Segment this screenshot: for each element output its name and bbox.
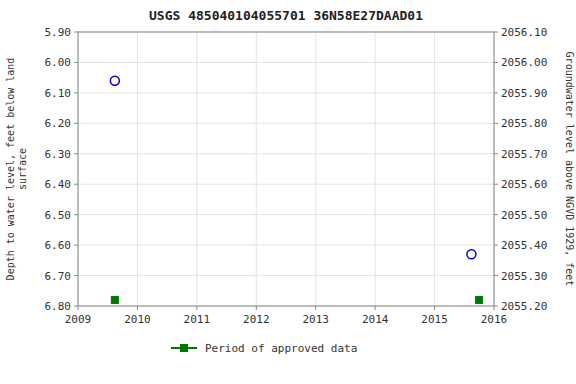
y2-tick — [494, 275, 498, 276]
y-tick-label: 6.50 — [45, 209, 72, 222]
x-tick-label: 2009 — [65, 313, 92, 326]
y-tick — [74, 245, 78, 246]
y2-tick-label: 2055.60 — [501, 178, 547, 191]
chart: 2009 2010 2011 2012 2013 2014 2015 2016 5.90 6.00… — [0, 0, 576, 384]
y-tick — [74, 32, 78, 33]
y-axis-label: Depth to water level, feet below landsur… — [5, 58, 28, 281]
x-tick — [375, 306, 376, 310]
x-tick — [434, 306, 435, 310]
y2-tick-label: 2056.10 — [501, 26, 547, 39]
grid-line-y — [78, 92, 494, 93]
x-tick — [494, 306, 495, 310]
grid-line-y — [78, 245, 494, 246]
grid-line-y — [78, 275, 494, 276]
title: USGS 485040104055701 36N58E27DAAD01 — [149, 8, 423, 23]
y-tick-label: 5.90 — [45, 26, 72, 39]
y2-tick — [494, 245, 498, 246]
x-tick-label: 2014 — [362, 313, 389, 326]
y-tick-label: 6.10 — [45, 87, 72, 100]
y-axis: 5.90 6.00 6.10 6.20 6.30 6.40 6.50 6.60 6.70 6.80 — [45, 26, 79, 313]
x-tick — [78, 306, 79, 310]
grid-line-x — [434, 32, 435, 306]
y-tick-label: 6.00 — [45, 56, 72, 69]
grid-line-y — [78, 214, 494, 215]
y2-tick — [494, 32, 498, 33]
y-tick-label: 6.40 — [45, 178, 72, 191]
grid-line-x — [137, 32, 138, 306]
x-axis: 2009 2010 2011 2012 2013 2014 2015 2016 — [65, 306, 508, 326]
y-tick-label: 6.20 — [45, 117, 72, 130]
y-tick — [74, 214, 78, 215]
plot-frame — [78, 32, 494, 306]
x-tick — [137, 306, 138, 310]
y-tick — [74, 275, 78, 276]
grid-line-y — [78, 123, 494, 124]
y2-tick-label: 2055.90 — [501, 87, 547, 100]
y2-tick — [494, 153, 498, 154]
y2-tick — [494, 92, 498, 93]
x-tick-label: 2016 — [481, 313, 508, 326]
y-tick — [74, 62, 78, 63]
y-tick-label: 6.60 — [45, 239, 72, 252]
series — [110, 76, 476, 259]
y-tick-label: 6.70 — [45, 270, 72, 283]
y2-tick — [494, 214, 498, 215]
legend-label: Period of approved data — [205, 342, 357, 355]
y-tick — [74, 184, 78, 185]
x-tick-label: 2012 — [243, 313, 270, 326]
y-tick — [74, 123, 78, 124]
point — [476, 296, 483, 303]
y2-tick — [494, 123, 498, 124]
legend: Period of approved data — [171, 342, 357, 355]
y-axis-label-line: Depth to water level, feet below land — [5, 58, 16, 281]
y-tick — [74, 306, 78, 307]
y-axis-label-line: surface — [17, 148, 28, 190]
marks — [110, 76, 482, 303]
y2-tick — [494, 306, 498, 307]
y2-tick-label: 2055.40 — [501, 239, 547, 252]
x-tick-label: 2013 — [302, 313, 329, 326]
x-tick — [256, 306, 257, 310]
y2-tick-label: 2055.30 — [501, 270, 547, 283]
y2-tick-label: 2055.20 — [501, 300, 547, 313]
y-tick — [74, 92, 78, 93]
y-tick-label: 6.80 — [45, 300, 72, 313]
y2-tick — [494, 184, 498, 185]
y2-tick — [494, 62, 498, 63]
grid — [78, 32, 494, 306]
grid-line-x — [315, 32, 316, 306]
x-tick-label: 2015 — [421, 313, 448, 326]
y2-tick-label: 2055.50 — [501, 209, 547, 222]
grid-line-x — [256, 32, 257, 306]
x-tick — [315, 306, 316, 310]
y2-tick-label: 2055.70 — [501, 148, 547, 161]
y-tick-label: 6.30 — [45, 148, 72, 161]
x-tick-label: 2011 — [184, 313, 211, 326]
grid-line-y — [78, 184, 494, 185]
y-tick — [74, 153, 78, 154]
y2-tick-label: 2056.00 — [501, 56, 547, 69]
grid-line-y — [78, 153, 494, 154]
point — [110, 76, 119, 85]
point — [467, 250, 476, 259]
y2-axis-label: Groundwater level above NGVD 1929, feet — [564, 52, 575, 287]
grid-line-x — [196, 32, 197, 306]
x-tick — [196, 306, 197, 310]
grid-line-x — [375, 32, 376, 306]
y2-axis: 2056.10 2056.00 2055.90 2055.80 2055.70 2055.… — [494, 26, 547, 313]
series — [111, 296, 482, 303]
grid-line-y — [78, 62, 494, 63]
point — [111, 296, 118, 303]
x-tick-label: 2010 — [124, 313, 151, 326]
y2-tick-label: 2055.80 — [501, 117, 547, 130]
legend-marker — [181, 345, 188, 352]
